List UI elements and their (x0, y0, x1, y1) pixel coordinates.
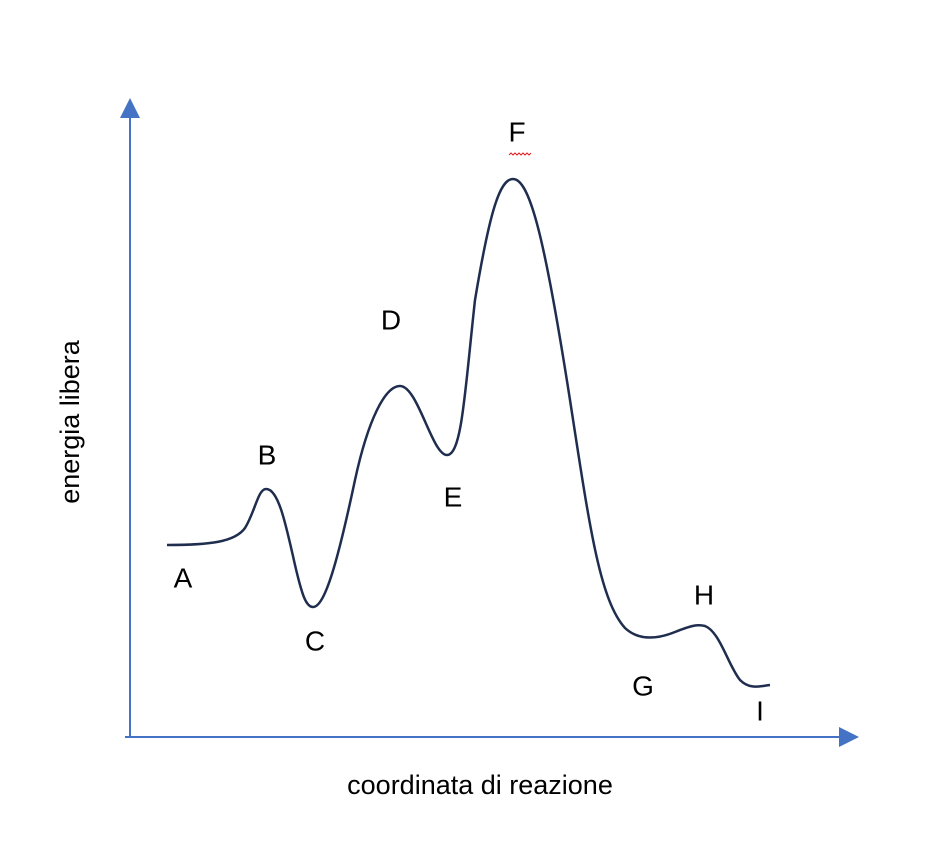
point-label: A (174, 562, 193, 593)
x-axis-arrow (839, 727, 859, 747)
point-label: B (258, 439, 277, 470)
x-axis-label: coordinata di reazione (347, 770, 613, 800)
energy-curve (166, 177, 771, 688)
y-axis-label: energia libera (55, 339, 85, 504)
y-axis-arrow (120, 98, 140, 118)
point-label: H (694, 579, 714, 610)
point-label: I (756, 695, 764, 726)
point-label: C (305, 625, 325, 656)
point-label: D (381, 304, 401, 335)
spellcheck-underline (508, 152, 532, 156)
point-label: E (444, 481, 463, 512)
point-label: F (508, 116, 525, 147)
point-label: G (632, 670, 654, 701)
